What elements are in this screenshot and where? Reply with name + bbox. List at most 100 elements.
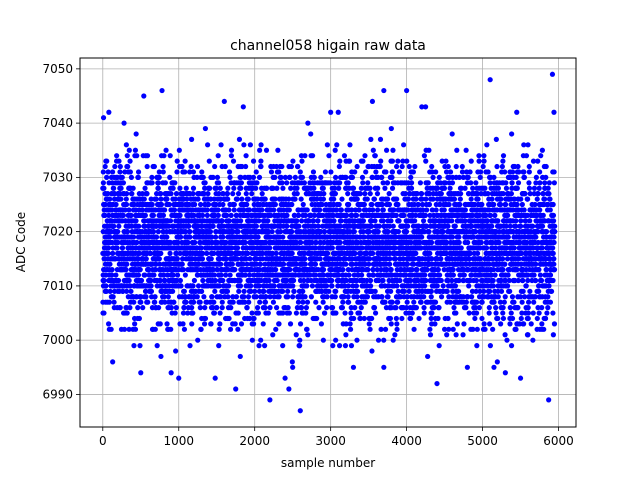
data-point	[143, 294, 149, 300]
data-point	[279, 180, 285, 186]
data-point	[369, 201, 375, 208]
data-point	[220, 277, 226, 284]
data-point	[352, 169, 358, 175]
data-point	[399, 315, 405, 322]
data-point	[314, 315, 320, 322]
data-point	[224, 288, 231, 294]
data-point	[267, 305, 273, 311]
data-point	[406, 163, 412, 170]
data-point	[232, 321, 238, 327]
data-point	[433, 207, 439, 213]
data-point	[118, 196, 124, 202]
data-point	[408, 315, 414, 322]
data-point	[265, 218, 271, 224]
data-point	[156, 174, 162, 180]
data-point	[300, 299, 306, 305]
data-point	[298, 239, 304, 246]
data-point	[137, 267, 143, 273]
data-point	[174, 256, 180, 262]
data-point	[223, 272, 229, 278]
data-point	[362, 299, 368, 305]
data-point	[453, 310, 459, 316]
data-point	[243, 163, 249, 170]
data-point	[333, 337, 339, 343]
data-point	[340, 267, 346, 273]
data-point	[452, 223, 458, 229]
data-point	[345, 283, 352, 289]
data-point	[212, 277, 218, 284]
data-point	[228, 305, 234, 311]
data-point	[253, 223, 259, 229]
data-point	[131, 343, 137, 349]
data-point	[244, 201, 250, 208]
data-point	[286, 207, 292, 213]
data-point	[329, 305, 336, 311]
data-point	[194, 294, 200, 300]
data-point	[162, 180, 168, 186]
data-point	[238, 185, 244, 191]
data-point	[295, 163, 301, 170]
data-point	[176, 147, 182, 153]
data-point	[466, 310, 472, 316]
data-point	[337, 239, 343, 246]
data-point	[289, 201, 295, 208]
data-point	[252, 288, 258, 294]
data-point	[394, 283, 400, 289]
data-point	[393, 212, 399, 218]
data-point	[160, 169, 166, 175]
data-point	[354, 294, 360, 300]
data-point	[428, 239, 435, 246]
data-point	[312, 261, 319, 267]
data-point	[233, 212, 240, 218]
data-point	[462, 185, 468, 191]
data-point	[235, 310, 241, 316]
data-point	[164, 321, 170, 327]
data-point	[451, 305, 457, 311]
data-point	[128, 212, 134, 218]
data-point	[123, 288, 130, 294]
data-point	[143, 256, 149, 262]
data-point	[352, 250, 358, 256]
data-point	[123, 196, 129, 202]
data-point	[280, 234, 286, 240]
data-point	[422, 272, 428, 278]
data-point	[389, 299, 395, 305]
data-point	[447, 169, 454, 175]
data-point	[112, 163, 118, 170]
data-point	[366, 321, 372, 327]
data-point	[318, 174, 324, 180]
data-point	[368, 136, 374, 142]
data-point	[462, 207, 468, 213]
data-point	[310, 218, 316, 224]
data-point	[241, 288, 247, 294]
data-point	[388, 125, 394, 132]
data-point	[273, 305, 280, 311]
data-point	[284, 212, 290, 218]
data-point	[285, 305, 291, 311]
data-point	[401, 142, 407, 148]
data-point	[156, 169, 162, 175]
data-point	[237, 353, 243, 360]
data-point	[371, 196, 378, 202]
data-point	[339, 305, 346, 311]
data-point	[107, 196, 113, 202]
data-point	[220, 201, 226, 208]
data-point	[454, 321, 460, 327]
data-point	[348, 343, 355, 349]
data-point	[297, 321, 304, 327]
data-point	[100, 180, 106, 186]
data-point	[380, 207, 386, 213]
data-point	[309, 283, 316, 289]
data-point	[142, 212, 148, 218]
data-point	[463, 299, 469, 305]
data-point	[126, 207, 132, 213]
data-point	[235, 191, 242, 197]
data-point	[389, 174, 395, 180]
data-point	[293, 332, 299, 338]
data-point	[326, 153, 332, 159]
data-point	[198, 245, 204, 251]
data-point	[422, 212, 428, 218]
data-point	[102, 163, 108, 170]
data-point	[367, 256, 373, 262]
